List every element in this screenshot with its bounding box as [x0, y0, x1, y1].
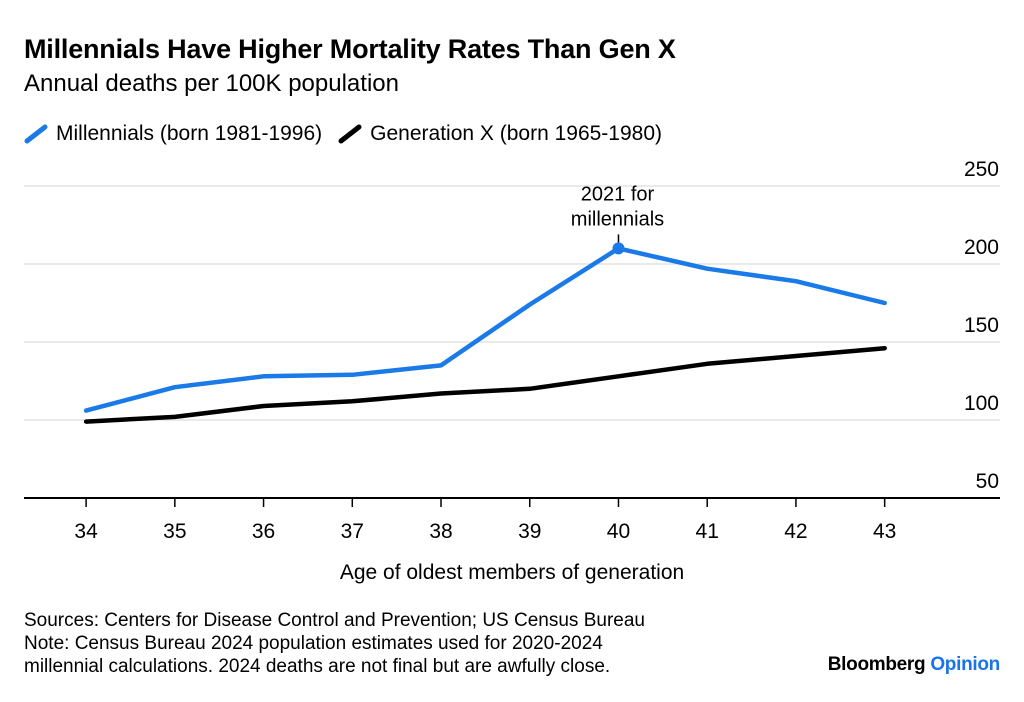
legend-item-genx: Generation X (born 1965-1980) [338, 122, 662, 146]
x-tick-label-34: 34 [74, 520, 98, 543]
x-tick-label-35: 35 [163, 520, 186, 543]
axes: 50 100 150 200 250 34 35 36 37 38 39 40 41 42 43 Age of… [24, 158, 1000, 584]
y-tick-label-200: 200 [964, 236, 999, 259]
legend: Millennials (born 1981-1996) Generation … [24, 122, 678, 146]
note-line-2: millennial calculations. 2024 deaths are… [24, 656, 611, 677]
x-tick-label-37: 37 [341, 520, 364, 543]
sources-text: Sources: Centers for Disease Control and… [24, 610, 645, 631]
annotation-marker-0 [612, 242, 625, 255]
x-tick-label-42: 42 [784, 520, 807, 543]
series-line-millennials [83, 246, 887, 413]
annotation-text-0-1: millennials [571, 208, 664, 230]
brand-section: Opinion [930, 654, 1000, 675]
grid-lines [24, 185, 1000, 421]
y-tick-label-150: 150 [964, 314, 999, 337]
chart-title: Millennials Have Higher Mortality Rates … [24, 34, 676, 64]
legend-item-millennials: Millennials (born 1981-1996) [24, 122, 322, 146]
series-lines [83, 246, 887, 424]
line-chart: 50 100 150 200 250 34 35 36 37 38 39 40 41 42 43 Age of… [24, 158, 1000, 584]
legend-swatch-genx [338, 124, 362, 144]
x-tick-label-40: 40 [607, 520, 630, 543]
y-tick-label-250: 250 [964, 158, 999, 181]
x-tick-label-43: 43 [873, 520, 896, 543]
legend-swatch-millennials [24, 124, 48, 144]
legend-label-genx: Generation X (born 1965-1980) [370, 122, 663, 145]
annotations: 2021 for millennials [571, 183, 664, 255]
series-line-genx [83, 345, 887, 424]
brand-logo: Bloomberg Opinion [827, 654, 1001, 676]
x-tick-label-41: 41 [696, 520, 719, 543]
x-tick-label-38: 38 [429, 520, 452, 543]
legend-label-millennials: Millennials (born 1981-1996) [56, 122, 323, 145]
x-tick-label-36: 36 [252, 520, 275, 543]
annotation-text-0-0: 2021 for [581, 183, 655, 205]
footer: Sources: Centers for Disease Control and… [24, 609, 645, 678]
x-tick-label-39: 39 [518, 520, 541, 543]
y-tick-label-100: 100 [964, 392, 999, 415]
chart-subtitle: Annual deaths per 100K population [24, 70, 399, 97]
brand-name: Bloomberg [827, 654, 926, 675]
x-axis-title: Age of oldest members of generation [340, 561, 684, 584]
note-line-1: Note: Census Bureau 2024 population esti… [24, 633, 603, 654]
y-tick-label-50: 50 [976, 470, 999, 493]
